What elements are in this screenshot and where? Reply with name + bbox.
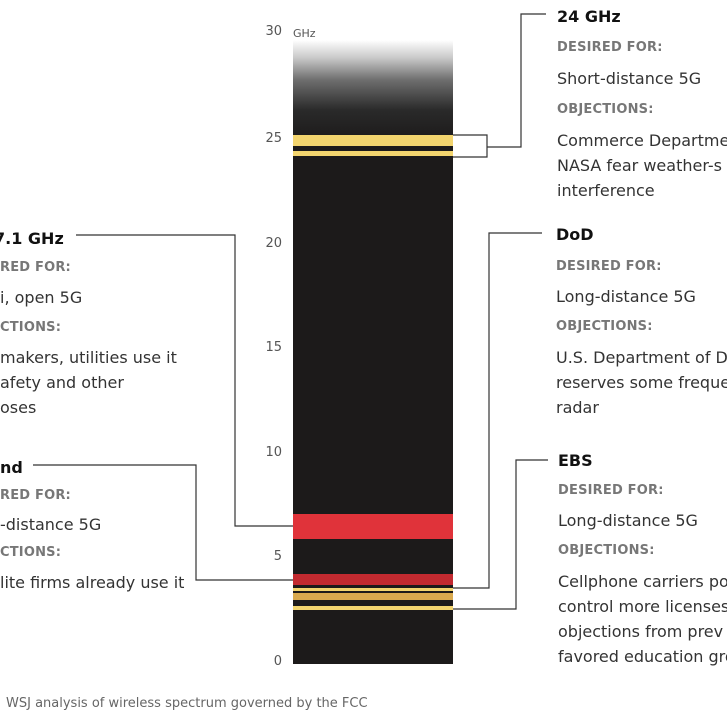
band-24ghz-upper — [293, 135, 453, 146]
label-24ghz-title: 24 GHz — [557, 7, 621, 26]
tick-25: 25 — [265, 131, 282, 146]
label-cband-title: nd — [0, 458, 23, 477]
band-24ghz-lower — [293, 151, 453, 156]
label-ebs-objection-2: control more licenses — [558, 597, 727, 616]
label-cband-objection-1: lite firms already use it — [0, 573, 185, 592]
label-ebs-objection-1: Cellphone carriers po — [558, 572, 727, 591]
label-ebs-objections-label: OBJECTIONS: — [558, 543, 655, 558]
label-71ghz-objection-3: oses — [0, 398, 37, 417]
leader-dod — [453, 232, 542, 589]
band-7ghz — [293, 514, 453, 539]
label-71ghz-title: 7.1 GHz — [0, 229, 64, 248]
leader-71ghz — [76, 234, 293, 527]
label-71ghz-desired: i, open 5G — [0, 288, 83, 307]
tick-30: 30 — [265, 24, 282, 39]
label-dod-objections-label: OBJECTIONS: — [556, 319, 653, 334]
label-cband-objections-label: CTIONS: — [0, 545, 62, 560]
label-ebs-desired: Long-distance 5G — [558, 511, 698, 530]
spectrum-bar — [293, 40, 453, 664]
label-24ghz-objection-3: interference — [557, 181, 655, 200]
label-ebs-desired-label: DESIRED FOR: — [558, 483, 664, 498]
label-71ghz-objection-1: makers, utilities use it — [0, 348, 177, 367]
label-24ghz-desired-label: DESIRED FOR: — [557, 40, 663, 55]
band-cband — [293, 574, 453, 585]
label-ebs-objection-4: favored education gro — [558, 647, 727, 666]
label-dod-title: DoD — [556, 225, 594, 244]
label-24ghz-objection-1: Commerce Departme — [557, 131, 727, 150]
label-71ghz-desired-label: RED FOR: — [0, 260, 71, 275]
label-24ghz-objection-2: NASA fear weather-s — [557, 156, 722, 175]
leader-ebs — [453, 459, 548, 610]
label-24ghz-objections-label: OBJECTIONS: — [557, 102, 654, 117]
leader-cband — [33, 464, 293, 581]
tick-15: 15 — [265, 340, 282, 355]
tick-10: 10 — [265, 445, 282, 460]
label-71ghz-objections-label: CTIONS: — [0, 320, 62, 335]
tick-0: 0 — [273, 654, 282, 669]
label-dod-objection-3: radar — [556, 398, 599, 417]
tick-5: 5 — [273, 549, 282, 564]
label-cband-desired: -distance 5G — [0, 515, 102, 534]
band-dod — [293, 588, 453, 591]
axis-unit: GHz — [293, 27, 316, 40]
source-note: WSJ analysis of wireless spectrum govern… — [6, 696, 368, 711]
label-ebs-objection-3: objections from prev — [558, 622, 724, 641]
band-ebs-upper — [293, 593, 453, 600]
label-cband-desired-label: RED FOR: — [0, 488, 71, 503]
label-24ghz-desired: Short-distance 5G — [557, 69, 702, 88]
label-71ghz-objection-2: afety and other — [0, 373, 124, 392]
leader-24ghz — [453, 134, 488, 158]
label-dod-desired-label: DESIRED FOR: — [556, 259, 662, 274]
band-ebs-lower — [293, 606, 453, 610]
label-dod-objection-2: reserves some freque — [556, 373, 727, 392]
label-dod-objection-1: U.S. Department of D — [556, 348, 727, 367]
tick-20: 20 — [265, 236, 282, 251]
label-ebs-title: EBS — [558, 451, 593, 470]
label-dod-desired: Long-distance 5G — [556, 287, 696, 306]
